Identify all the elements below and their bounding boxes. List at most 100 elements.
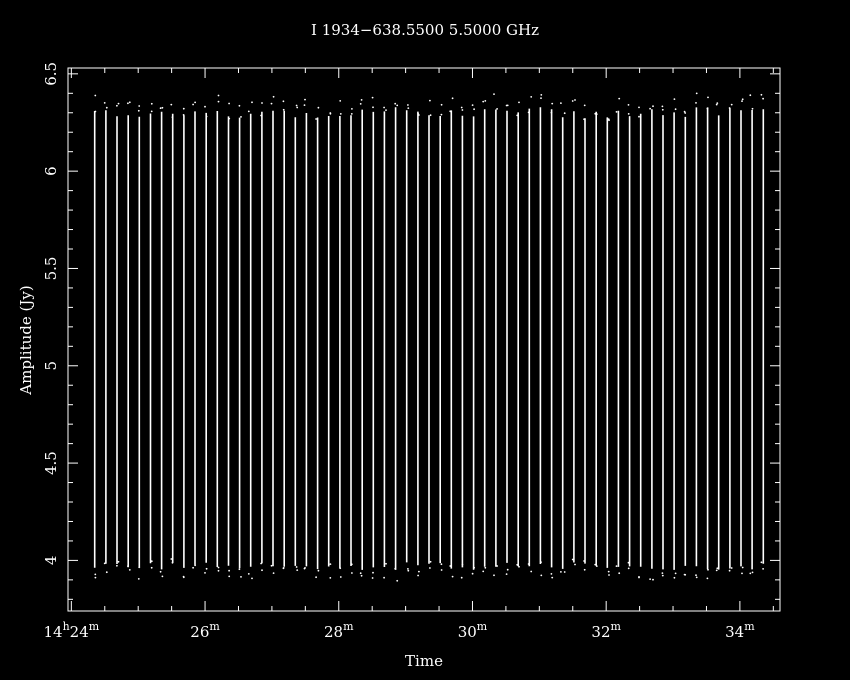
series-point-low	[673, 576, 676, 579]
series-point-low	[707, 568, 709, 571]
y-tick-labels: 4 4.5 5 5.5 6 6.5	[42, 62, 60, 565]
series-point-high	[741, 100, 743, 102]
series-point-low	[583, 568, 586, 571]
series-point-low	[661, 574, 664, 577]
series-point-low	[317, 569, 320, 572]
series-point-low	[484, 566, 487, 569]
series-point-low	[706, 577, 709, 580]
series-point-low	[574, 563, 576, 566]
series-point-high	[760, 93, 763, 96]
series-point-low	[728, 569, 731, 572]
series-point-low	[261, 569, 263, 572]
series-point-low	[583, 560, 585, 562]
series-point-high	[350, 113, 353, 115]
series-point-low	[618, 572, 621, 575]
series-point-low	[251, 577, 253, 580]
series-point-low	[595, 565, 598, 567]
series-point-high	[217, 94, 220, 97]
series-point-low	[505, 573, 508, 575]
series-point-high	[217, 100, 220, 103]
series-point-low	[372, 571, 374, 574]
series-point-high	[329, 112, 332, 114]
series-point-low	[116, 564, 118, 567]
series-point-low	[638, 576, 640, 579]
series-point-low	[238, 568, 241, 571]
series-point-low	[652, 578, 654, 581]
series-point-high	[527, 111, 530, 114]
series-point-low	[571, 558, 574, 561]
series-point-low	[608, 574, 610, 576]
series-point-high	[317, 106, 320, 109]
series-point-low	[396, 579, 399, 582]
series-point-low	[385, 562, 387, 565]
series-point-high	[638, 106, 640, 109]
series-point-low	[460, 576, 463, 579]
series-point-high	[707, 96, 709, 99]
series-point-low	[429, 567, 431, 569]
series-point-low	[451, 575, 454, 578]
series-point-high	[359, 103, 362, 105]
series-point-high	[304, 98, 306, 101]
x-tick-label: 28m	[324, 620, 354, 641]
series-point-low	[649, 578, 651, 580]
series-point-low	[563, 571, 566, 573]
series-point-low	[482, 570, 485, 573]
series-point-high	[728, 107, 731, 109]
series-point-high	[128, 101, 131, 104]
series-point-high	[240, 116, 242, 118]
series-point-low	[594, 563, 597, 566]
series-point-high	[493, 93, 495, 95]
series-point-high	[228, 117, 231, 120]
series-point-low	[161, 575, 164, 578]
y-tick-label: 5	[42, 361, 60, 371]
series-point-high	[440, 103, 443, 106]
series-point-high	[103, 102, 106, 104]
series-point-high	[482, 100, 485, 103]
series-point-high	[652, 105, 654, 108]
series-point-low	[496, 565, 498, 567]
series-point-low	[471, 572, 474, 575]
x-tick-label: 32m	[591, 620, 621, 641]
y-tick-label: 6	[42, 166, 60, 176]
series-point-high	[496, 108, 498, 110]
series-point-low	[493, 574, 495, 577]
series-point-low	[627, 567, 630, 570]
series-point-high	[440, 113, 443, 116]
series-point-high	[94, 110, 97, 113]
series-point-high	[751, 107, 754, 110]
series-point-high	[171, 116, 174, 119]
series-point-low	[260, 562, 262, 565]
series-point-low	[117, 560, 120, 563]
series-point-high	[618, 97, 621, 100]
series-point-low	[449, 565, 452, 567]
series-point-high	[371, 96, 374, 99]
series-point-low	[627, 561, 630, 564]
series-point-high	[516, 114, 519, 117]
series-point-high	[238, 104, 241, 107]
series-point-low	[695, 574, 697, 577]
series-point-high	[762, 97, 764, 100]
series-point-high	[372, 106, 374, 109]
series-point-low	[105, 571, 108, 574]
series-point-high	[383, 106, 385, 109]
series-point-high	[339, 113, 342, 115]
series-point-low	[295, 566, 298, 568]
series-point-low	[607, 570, 610, 573]
series-point-low	[171, 561, 174, 564]
series-point-high	[339, 100, 342, 102]
series-point-high	[461, 109, 464, 111]
series-point-low	[103, 562, 106, 565]
series-point-high	[204, 105, 206, 108]
series-point-low	[417, 574, 419, 577]
series-point-high	[138, 105, 141, 107]
series-point-low	[159, 570, 162, 573]
series-point-high	[583, 104, 586, 107]
series-point-high	[150, 110, 153, 113]
series-point-high	[574, 99, 576, 101]
series-point-low	[351, 572, 353, 574]
y-tick-label: 5.5	[42, 257, 60, 281]
series-point-high	[684, 112, 687, 114]
series-point-high	[105, 106, 108, 109]
series-point-high	[429, 114, 432, 117]
series-point-low	[182, 576, 185, 579]
